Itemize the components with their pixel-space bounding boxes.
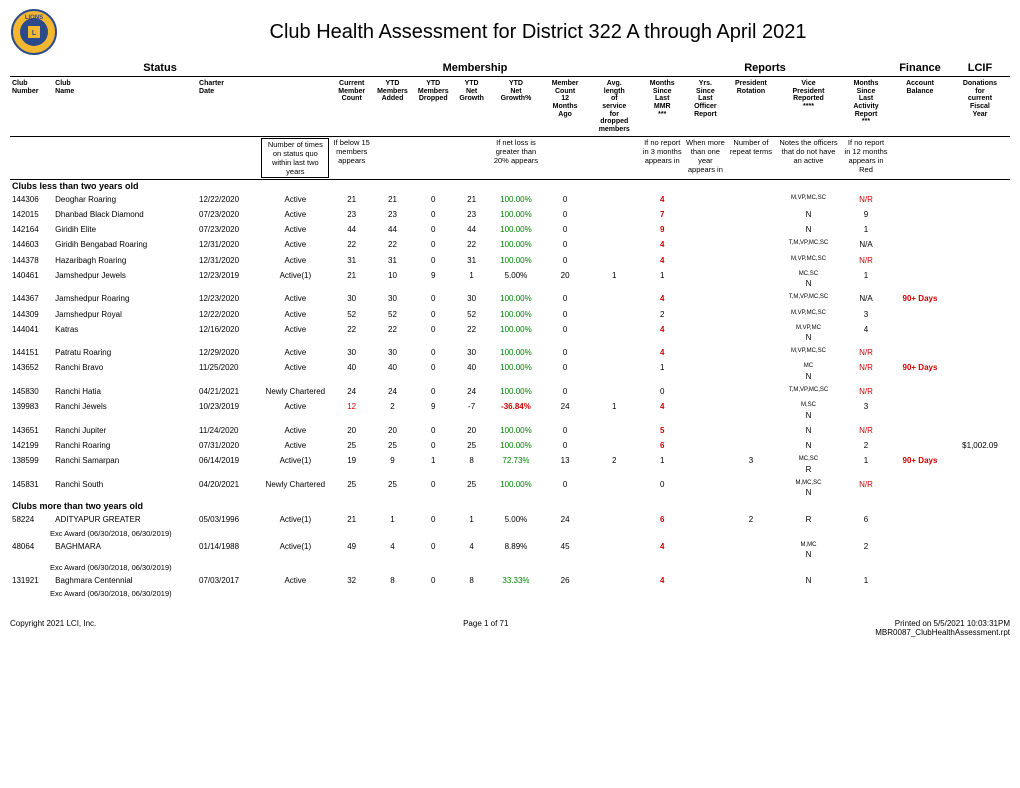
- col-header: MemberCount12MonthsAgo: [542, 79, 588, 136]
- table-row: 138599Ranchi Samarpan06/14/2019Active(1)…: [10, 453, 1010, 477]
- col-header: [259, 79, 331, 136]
- note-growth: If net loss is greater than 20% appears: [490, 136, 543, 179]
- col-header: PresidentRotation: [727, 79, 775, 136]
- table-row: 144306Deoghar Roaring12/22/2020Active212…: [10, 192, 1010, 207]
- sec-finance: Finance: [890, 62, 950, 74]
- section-title: Clubs less than two years old: [10, 179, 1010, 192]
- table-row: 142015Dhanbad Black Diamond07/23/2020Act…: [10, 207, 1010, 222]
- svg-text:LIONS: LIONS: [25, 15, 43, 21]
- footer: Copyright 2021 LCI, Inc. Page 1 of 71 Pr…: [10, 619, 1010, 637]
- note-rotation: Number of repeat terms: [727, 136, 775, 179]
- col-header: MonthsSinceLastActivityReport***: [842, 79, 890, 136]
- col-header: Yrs.SinceLastOfficerReport: [684, 79, 727, 136]
- sec-reports: Reports: [640, 62, 890, 74]
- sec-membership: Membership: [310, 62, 640, 74]
- assessment-table: ClubNumberClubNameCharterDate CurrentMemb…: [10, 79, 1010, 599]
- table-row: 145830Ranchi Hatia04/21/2021Newly Charte…: [10, 384, 1010, 399]
- note-count: If below 15 members appears: [331, 136, 372, 179]
- table-row: 142164Giridih Elite07/23/2020Active44440…: [10, 222, 1010, 237]
- table-row: 142199Ranchi Roaring07/31/2020Active2525…: [10, 438, 1010, 453]
- note-vp: Notes the officers that do not have an a…: [775, 136, 842, 179]
- exc-award: Exc Award (06/30/2018, 06/30/2019): [10, 562, 1010, 573]
- col-header: ClubName: [53, 79, 197, 136]
- col-header: CharterDate: [197, 79, 259, 136]
- footer-right2: MBR0087_ClubHealthAssessment.rpt: [875, 628, 1010, 637]
- sec-lcif: LCIF: [950, 62, 1010, 74]
- footer-right1: Printed on 5/5/2021 10:03:31PM: [875, 619, 1010, 628]
- col-header: YTDMembersDropped: [413, 79, 454, 136]
- table-row: 144378Hazaribagh Roaring12/31/2020Active…: [10, 253, 1010, 268]
- table-row: 48064BAGHMARA01/14/1988Active(1)494048.8…: [10, 539, 1010, 563]
- note-mmr: If no report in 3 months appears in: [641, 136, 684, 179]
- col-header: Avg.lengthofservicefordroppedmembers: [588, 79, 641, 136]
- page-title: Club Health Assessment for District 322 …: [66, 21, 1010, 44]
- section-header-row: Status Membership Reports Finance LCIF: [10, 62, 1010, 77]
- note-status: Number of times on status quo within las…: [261, 138, 329, 178]
- table-row: 58224ADITYAPUR GREATER05/03/1996Active(1…: [10, 512, 1010, 527]
- table-row: 131921Baghmara Centennial07/03/2017Activ…: [10, 573, 1010, 588]
- exc-award: Exc Award (06/30/2018, 06/30/2019): [10, 588, 1010, 599]
- footer-center: Page 1 of 71: [96, 619, 875, 637]
- col-header: VicePresidentReported****: [775, 79, 842, 136]
- table-row: 139983Ranchi Jewels10/23/2019Active1229-…: [10, 399, 1010, 423]
- col-header: YTDNetGrowth%: [490, 79, 543, 136]
- col-header: CurrentMemberCount: [331, 79, 372, 136]
- table-row: 145831Ranchi South04/20/2021Newly Charte…: [10, 477, 1010, 501]
- table-row: 144367Jamshedpur Roaring12/23/2020Active…: [10, 291, 1010, 306]
- table-row: 144309Jamshedpur Royal12/22/2020Active52…: [10, 307, 1010, 322]
- note-officer: When more than one year appears in: [684, 136, 727, 179]
- table-row: 143652Ranchi Bravo11/25/2020Active404004…: [10, 360, 1010, 384]
- note-activity: If no report in 12 months appears in Red: [842, 136, 890, 179]
- lions-logo: LIONS L: [10, 8, 58, 56]
- exc-award: Exc Award (06/30/2018, 06/30/2019): [10, 528, 1010, 539]
- table-row: 144041Katras12/16/2020Active2222022100.0…: [10, 322, 1010, 346]
- table-row: 144603Giridih Bengabad Roaring12/31/2020…: [10, 237, 1010, 252]
- col-header: YTDMembersAdded: [372, 79, 413, 136]
- col-header: DonationsforcurrentFiscalYear: [950, 79, 1010, 136]
- col-header: ClubNumber: [10, 79, 53, 136]
- section-title: Clubs more than two years old: [10, 500, 1010, 512]
- table-row: 143651Ranchi Jupiter11/24/2020Active2020…: [10, 423, 1010, 438]
- col-header: MonthsSinceLastMMR***: [641, 79, 684, 136]
- table-row: 144151Patratu Roaring12/29/2020Active303…: [10, 345, 1010, 360]
- footer-left: Copyright 2021 LCI, Inc.: [10, 619, 96, 637]
- col-header: AccountBalance: [890, 79, 950, 136]
- table-row: 140461Jamshedpur Jewels12/23/2019Active(…: [10, 268, 1010, 292]
- svg-text:L: L: [32, 30, 37, 37]
- col-header: YTDNetGrowth: [454, 79, 490, 136]
- sec-status: Status: [10, 62, 310, 74]
